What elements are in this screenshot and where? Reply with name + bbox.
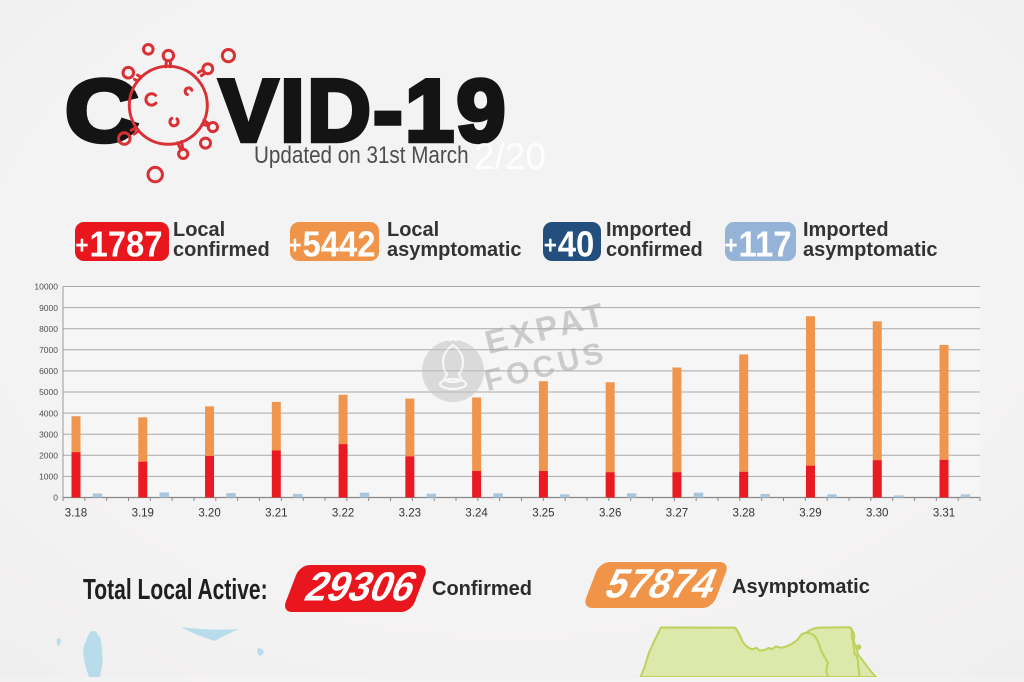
svg-text:5000: 5000 xyxy=(39,387,58,397)
svg-text:3000: 3000 xyxy=(39,429,58,439)
svg-text:1000: 1000 xyxy=(39,472,58,482)
svg-text:9000: 9000 xyxy=(39,303,58,313)
svg-text:3.20: 3.20 xyxy=(198,508,220,520)
svg-text:3.25: 3.25 xyxy=(532,508,554,520)
svg-text:3.29: 3.29 xyxy=(799,508,821,520)
svg-text:3.28: 3.28 xyxy=(733,508,755,520)
svg-text:2000: 2000 xyxy=(39,451,58,461)
svg-text:3.30: 3.30 xyxy=(866,508,888,520)
svg-text:7000: 7000 xyxy=(39,345,58,355)
svg-text:3.27: 3.27 xyxy=(666,508,688,520)
svg-text:3.21: 3.21 xyxy=(265,508,287,520)
svg-text:3.23: 3.23 xyxy=(399,508,421,520)
svg-text:4000: 4000 xyxy=(39,408,58,418)
svg-text:3.18: 3.18 xyxy=(65,508,87,520)
svg-text:6000: 6000 xyxy=(39,366,58,376)
svg-text:0: 0 xyxy=(53,493,58,503)
svg-text:3.24: 3.24 xyxy=(465,508,488,520)
svg-text:8000: 8000 xyxy=(39,324,58,334)
svg-text:3.19: 3.19 xyxy=(132,508,154,520)
svg-text:10000: 10000 xyxy=(34,282,58,292)
svg-text:3.31: 3.31 xyxy=(933,508,955,520)
svg-text:3.22: 3.22 xyxy=(332,508,354,520)
svg-text:3.26: 3.26 xyxy=(599,508,621,520)
